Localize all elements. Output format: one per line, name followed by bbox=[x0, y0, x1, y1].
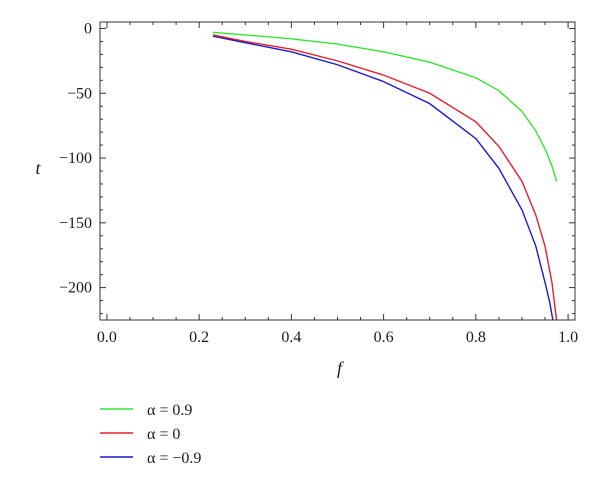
x-tick-label: 0.2 bbox=[189, 329, 209, 346]
x-axis-title: f bbox=[337, 358, 345, 378]
y-axis-ticks: 0 −50 −100 −150 −200 bbox=[59, 20, 575, 315]
plot-frame bbox=[99, 21, 576, 321]
legend-label-1: α = 0 bbox=[147, 426, 180, 443]
legend: α = 0.9 α = 0 α = −0.9 bbox=[100, 402, 201, 467]
x-tick-label: 0.0 bbox=[97, 329, 117, 346]
y-tick-label: −100 bbox=[59, 150, 92, 167]
series-layer bbox=[212, 31, 558, 320]
y-tick-label: −200 bbox=[59, 280, 92, 297]
x-tick-label: 0.4 bbox=[281, 329, 301, 346]
y-tick-label: 0 bbox=[84, 20, 92, 37]
x-axis-ticks: 0.0 0.2 0.4 0.6 0.8 1.0 bbox=[97, 22, 578, 346]
series-line-2 bbox=[212, 35, 554, 320]
legend-label-2: α = −0.9 bbox=[147, 450, 201, 467]
x-tick-label: 0.6 bbox=[374, 329, 394, 346]
x-tick-label: 1.0 bbox=[558, 329, 578, 346]
series-line-0 bbox=[212, 31, 558, 182]
legend-label-0: α = 0.9 bbox=[147, 402, 192, 419]
y-tick-label: −150 bbox=[59, 215, 92, 232]
y-tick-label: −50 bbox=[67, 85, 92, 102]
x-tick-label: 0.8 bbox=[466, 329, 486, 346]
series-line-1 bbox=[212, 34, 558, 320]
y-axis-title: t bbox=[35, 158, 41, 178]
